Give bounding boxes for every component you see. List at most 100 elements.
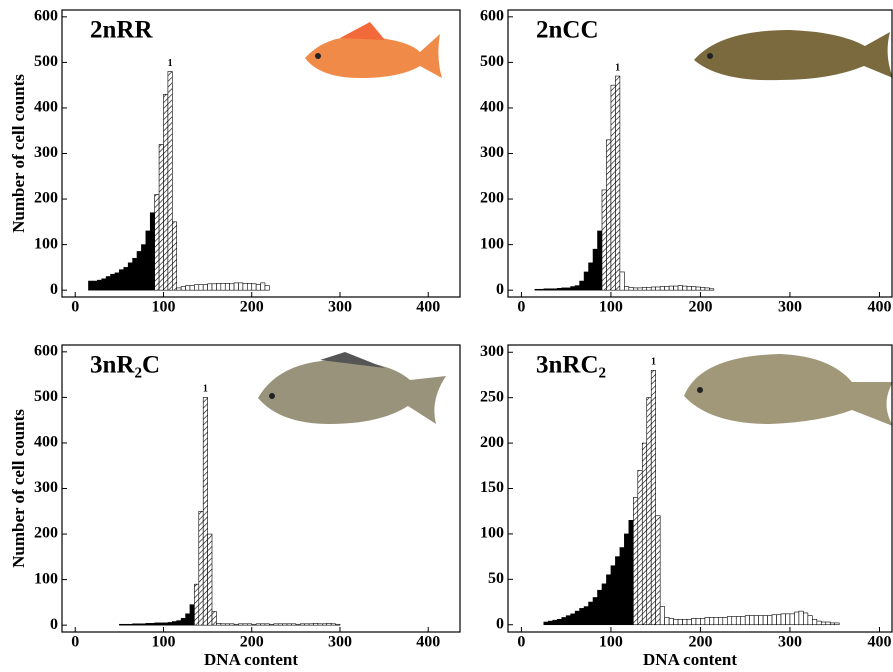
histogram-bar [238, 283, 242, 290]
peak-label: 1 [168, 58, 173, 69]
histogram-bar [620, 272, 624, 290]
histogram-bar [155, 623, 159, 625]
histogram-bar [580, 608, 584, 624]
y-tick-label: 0 [50, 281, 58, 298]
histogram-bar [190, 286, 194, 291]
histogram-bar [168, 72, 172, 291]
histogram-bar [803, 613, 807, 625]
histogram-bar [593, 597, 597, 624]
histogram-bar [221, 283, 225, 290]
histogram-bar [584, 607, 588, 625]
y-axis-label: Number of cell counts [9, 409, 28, 568]
x-tick-label: 300 [328, 299, 352, 316]
histogram-bar [291, 624, 295, 625]
histogram-bar [252, 284, 256, 290]
y-tick-label: 600 [34, 343, 58, 360]
histogram-bar [256, 285, 260, 290]
histogram-bar [598, 231, 602, 290]
histogram-bar [287, 624, 291, 625]
histogram-bar [638, 288, 642, 290]
x-tick-label: 300 [328, 634, 352, 651]
histogram-bar [261, 283, 265, 290]
y-tick-label: 500 [34, 53, 58, 70]
histogram-bar [557, 288, 561, 290]
histogram-bar [754, 616, 758, 625]
histogram-bar [119, 624, 123, 625]
y-tick-label: 400 [34, 434, 58, 451]
x-tick-label: 100 [151, 299, 175, 316]
histogram-bar [172, 622, 176, 626]
histogram-bar [799, 611, 803, 625]
fish-carp [694, 30, 893, 80]
histogram-bar [243, 283, 247, 290]
histogram-bar [106, 277, 110, 291]
histogram-bar [159, 144, 163, 290]
histogram-bar [678, 619, 682, 624]
histogram-bar [247, 283, 251, 290]
histogram-bar [571, 614, 575, 625]
histogram-bar [665, 617, 669, 624]
histogram-bar [656, 516, 660, 625]
x-tick-label: 400 [416, 299, 440, 316]
x-tick-label: 0 [517, 299, 525, 316]
y-tick-label: 300 [480, 343, 504, 360]
panel-title: 3nRC₂ [536, 352, 606, 379]
histogram-bar [669, 286, 673, 290]
histogram-bar [781, 614, 785, 625]
histogram-bar [269, 624, 273, 625]
histogram-bar [709, 289, 713, 290]
histogram-bar [553, 289, 557, 290]
x-tick-label: 100 [599, 634, 623, 651]
y-tick-label: 0 [496, 615, 504, 632]
histogram-bar [562, 288, 566, 290]
x-tick-label: 0 [71, 634, 79, 651]
histogram-bar [642, 287, 646, 290]
histogram-bar [745, 616, 749, 625]
histogram-bar [575, 286, 579, 291]
histogram-bar [111, 274, 115, 290]
x-tick-label: 100 [599, 299, 623, 316]
histogram-bar [208, 284, 212, 290]
histogram-bar [589, 263, 593, 290]
histogram-bar [119, 270, 123, 291]
x-tick-label: 200 [240, 634, 264, 651]
histogram-bar [309, 624, 313, 625]
histogram-bar [247, 624, 251, 625]
histogram-bar [124, 624, 128, 625]
y-tick-label: 50 [488, 570, 504, 587]
peak-label: 1 [203, 384, 208, 395]
histogram-bar [252, 624, 256, 625]
y-tick-label: 500 [34, 388, 58, 405]
histogram-bar [212, 284, 216, 290]
histogram-bar [133, 258, 137, 290]
histogram-bar [580, 281, 584, 290]
histogram-bar [589, 602, 593, 625]
histogram-bar [163, 94, 167, 290]
histogram-bar [606, 575, 610, 625]
histogram-bar [115, 273, 119, 290]
histogram-bar [768, 616, 772, 625]
histogram-bar [794, 612, 798, 625]
y-tick-label: 100 [480, 235, 504, 252]
x-tick-label: 0 [517, 634, 525, 651]
histogram-bar [611, 566, 615, 625]
x-tick-label: 100 [151, 634, 175, 651]
histogram-bar [172, 222, 176, 290]
histogram-bar [194, 285, 198, 290]
histogram-bar [168, 622, 172, 625]
histogram-bar [624, 287, 628, 291]
histogram-bar [687, 287, 691, 291]
panel-title: 2nCC [536, 17, 599, 44]
histogram-bar [535, 289, 539, 290]
histogram-bar [548, 289, 552, 290]
y-tick-label: 300 [34, 479, 58, 496]
histogram-bar [727, 617, 731, 625]
y-tick-label: 500 [480, 53, 504, 70]
histogram-bar [186, 614, 190, 625]
histogram-bar [208, 534, 212, 625]
histogram-bar [283, 624, 287, 625]
histogram-bar [177, 621, 181, 626]
histogram-bar [817, 621, 821, 625]
histogram-bar [598, 590, 602, 625]
histogram-bar [155, 195, 159, 291]
